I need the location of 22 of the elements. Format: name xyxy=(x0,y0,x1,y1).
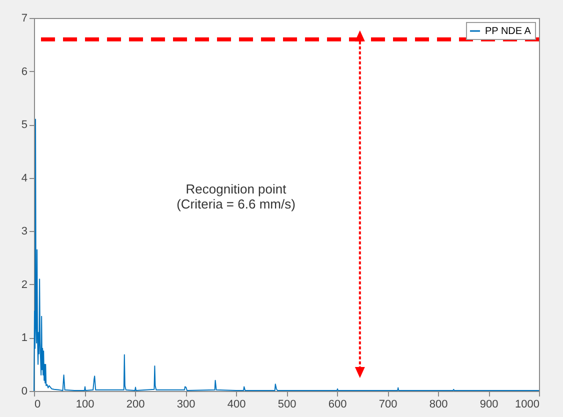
y-tick-label: 7 xyxy=(21,12,28,24)
legend-label: PP NDE A xyxy=(485,26,532,37)
y-tick-label: 2 xyxy=(21,278,28,291)
line-series xyxy=(34,118,540,392)
x-tick-label: 0 xyxy=(34,398,41,410)
y-tick-label: 1 xyxy=(21,332,28,344)
y-tick-label: 6 xyxy=(21,66,28,78)
y-tick-label: 5 xyxy=(21,119,28,132)
x-tick-label: 500 xyxy=(278,398,296,410)
y-tick-label: 3 xyxy=(21,226,28,238)
x-tick-label: 600 xyxy=(328,398,347,410)
x-tick-label: 100 xyxy=(76,398,94,410)
y-tick-label: 0 xyxy=(21,386,28,398)
annotation: Recognition point (Criteria = 6.6 mm/s) xyxy=(176,182,296,212)
x-tick-label: 300 xyxy=(176,398,196,410)
x-tick-label: 400 xyxy=(227,398,246,410)
x-tick-label: 200 xyxy=(126,398,145,410)
x-tick-label: 1000 xyxy=(515,398,540,410)
x-tick-label: 900 xyxy=(480,398,498,410)
x-tick-label: 700 xyxy=(378,398,398,410)
y-tick-label: 4 xyxy=(21,172,28,184)
x-tick-label: 800 xyxy=(429,398,448,410)
